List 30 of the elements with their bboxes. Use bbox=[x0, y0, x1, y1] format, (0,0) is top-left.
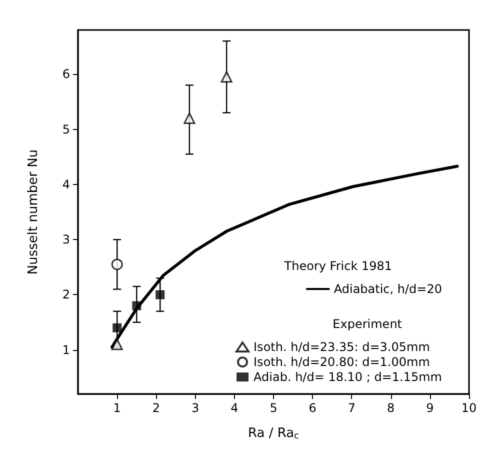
y-tick-label: 4 bbox=[62, 177, 70, 192]
x-tick-label: 4 bbox=[230, 401, 238, 415]
point bbox=[156, 290, 165, 300]
y-tick-label: 1 bbox=[62, 342, 70, 357]
point bbox=[111, 258, 123, 270]
x-tick-label: 7 bbox=[348, 401, 356, 415]
x-tick-label: 6 bbox=[308, 401, 316, 415]
point bbox=[184, 112, 196, 124]
x-tick-label: 3 bbox=[191, 401, 200, 415]
point bbox=[220, 71, 232, 83]
point bbox=[111, 338, 123, 350]
legend-label: Isoth. h/d=20.80: d=1.00mm bbox=[254, 355, 430, 369]
y-tick-label: 3 bbox=[62, 232, 70, 247]
point bbox=[132, 301, 142, 310]
x-tick-label: 5 bbox=[270, 401, 278, 415]
x-tick-label: 9 bbox=[426, 401, 434, 415]
annotation: Theory Frick 1981 bbox=[283, 259, 392, 273]
y-axis-title: Nusselt number Nu bbox=[26, 149, 41, 275]
x-tick-label: 1 bbox=[113, 401, 121, 415]
legend-label: Adiabatic, h/d=20 bbox=[334, 282, 442, 296]
annotation: Experiment bbox=[332, 317, 402, 331]
y-tick-label: 2 bbox=[62, 288, 70, 302]
legend-label: Adiab. h/d= 18.10 ; d=1.15mm bbox=[254, 370, 442, 384]
x-tick-label: 10 bbox=[461, 401, 477, 415]
y-tick-label: 5 bbox=[62, 122, 70, 136]
x-tick-label: 2 bbox=[152, 401, 160, 415]
x-tick-label: 8 bbox=[386, 401, 395, 415]
y-tick-label: 6 bbox=[62, 67, 70, 82]
legend-label: Isoth. h/d=23.35: d=3.05mm bbox=[254, 340, 430, 354]
point bbox=[112, 323, 122, 332]
